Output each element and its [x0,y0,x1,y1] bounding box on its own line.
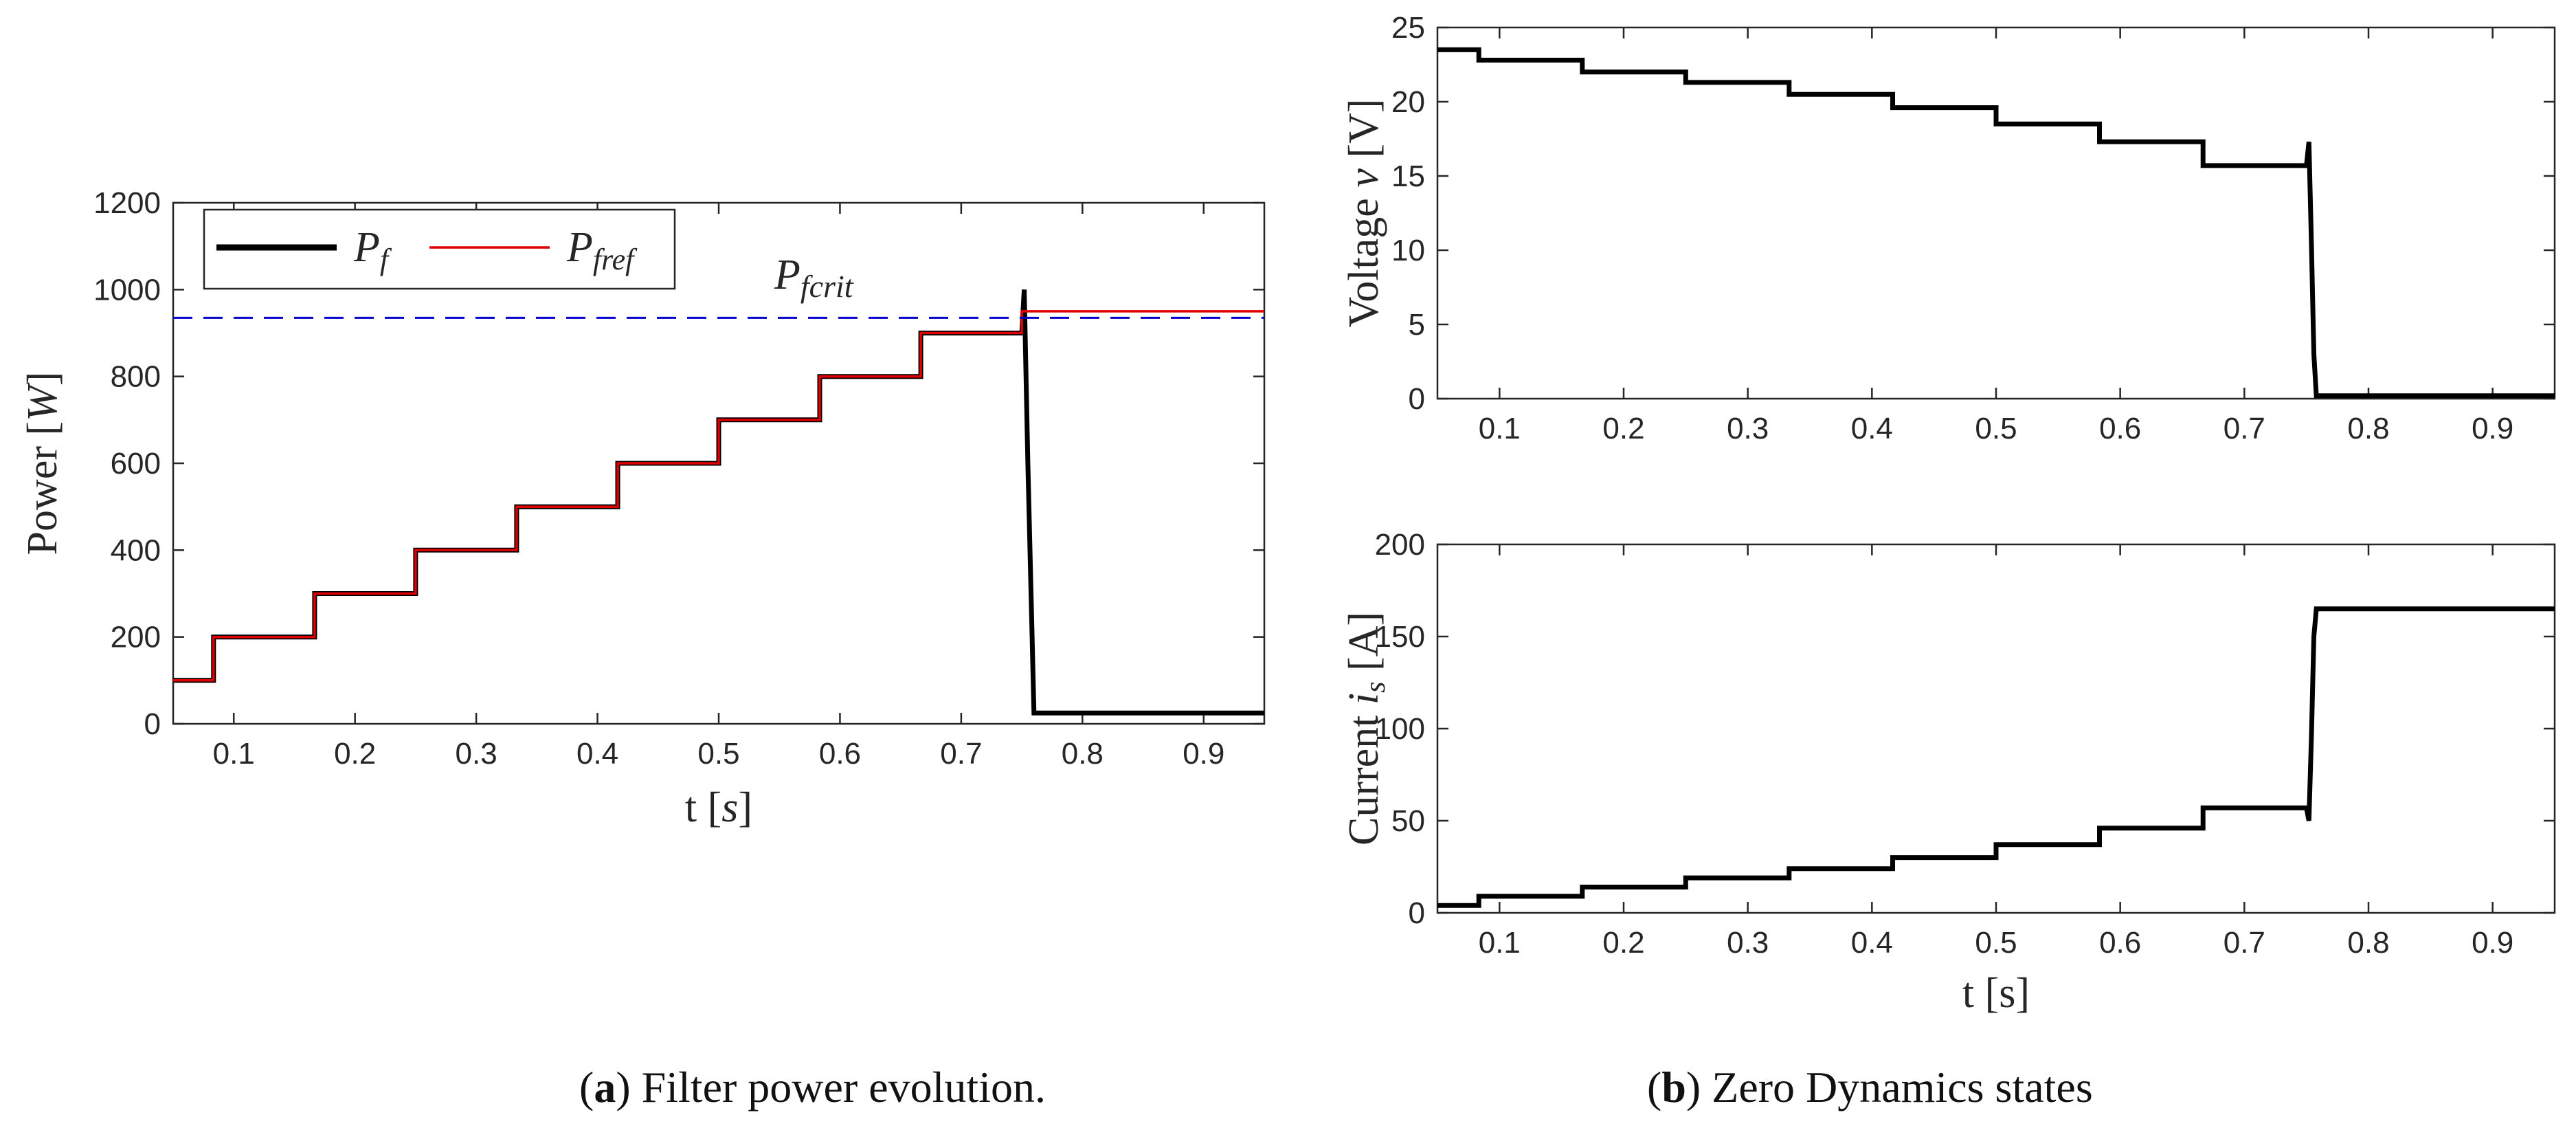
voltage-axes-frame [1436,26,2556,400]
voltage-ytick-label-3: 15 [1391,159,1425,193]
current-ytick-label-2: 100 [1375,712,1425,746]
power-ytick-label-6: 1200 [93,186,161,220]
current-ytick-label-4: 200 [1375,528,1425,562]
current-xtick-label-3: 0.4 [1851,926,1893,960]
power-xtick-label-8: 0.9 [1183,737,1224,771]
current-xtick-label-2: 0.3 [1727,926,1769,960]
legend-label-Pf: Pf [353,224,392,276]
current-xtick-label-0: 0.1 [1479,926,1521,960]
voltage-ytick-label-2: 10 [1391,234,1425,267]
current-ytick-label-3: 150 [1375,620,1425,654]
voltage-xtick-label-2: 0.3 [1727,412,1769,445]
power-xtick-label-1: 0.2 [334,737,376,771]
panel-power: 0.1 0.2 0.3 0.4 0.5 0.6 0.7 0.8 0.9 0 200 400 600 800… [19,186,1266,831]
voltage-series-v [1437,47,2555,399]
voltage-xtick-label-8: 0.9 [2472,412,2513,445]
power-ytick-label-3: 600 [111,447,161,480]
legend-label-Pfref: Pfref [566,224,638,276]
caption-a: (a) Filter power evolution. [579,1063,1046,1112]
power-legend: Pf Pfref [203,208,676,290]
power-annotation: Pfcrit [774,252,854,304]
power-ylabel: Power [W] [19,372,66,555]
current-xtick-label-4: 0.5 [1975,926,2017,960]
power-xtick-label-6: 0.7 [940,737,982,771]
current-xtick-label-6: 0.7 [2224,926,2265,960]
panel-voltage: 0.1 0.2 0.3 0.4 0.5 0.6 0.7 0.8 0.9 0 5 10 15 20 25 Vol… [1341,11,2556,445]
current-xtick-label-8: 0.9 [2472,926,2513,960]
voltage-ytick-label-4: 20 [1391,85,1425,119]
current-ytick-label-0: 0 [1409,896,1425,930]
voltage-xtick-label-1: 0.2 [1602,412,1644,445]
voltage-xtick-label-6: 0.7 [2224,412,2265,445]
caption-b-text: Zero Dynamics states [1701,1063,2093,1112]
power-xtick-label-0: 0.1 [213,737,255,771]
voltage-xtick-label-7: 0.8 [2347,412,2389,445]
current-series-is [1437,606,2555,908]
caption-a-text: Filter power evolution. [630,1063,1046,1112]
power-xtick-label-4: 0.5 [697,737,739,771]
power-xtick-label-2: 0.3 [456,737,497,771]
power-xlabel: t [s] [685,784,752,831]
current-xlabel: t [s] [1962,970,2030,1017]
power-ytick-label-0: 0 [144,707,161,741]
panel-current: 0.1 0.2 0.3 0.4 0.5 0.6 0.7 0.8 0.9 0 50 100 150 200 C… [1341,528,2556,1017]
voltage-ylabel: Voltage v [V] [1341,99,1387,328]
power-ytick-label-4: 800 [111,360,161,394]
power-ytick-label-5: 1000 [93,273,161,307]
power-xtick-label-5: 0.6 [819,737,861,771]
voltage-xtick-label-4: 0.5 [1975,412,2017,445]
current-xtick-label-1: 0.2 [1602,926,1644,960]
current-xtick-label-7: 0.8 [2347,926,2389,960]
current-ylabel: Current is [A] [1341,612,1391,845]
power-ytick-label-1: 200 [111,621,161,654]
caption-a-letter: a [594,1063,616,1112]
power-series-Pfref [173,310,1264,682]
voltage-ytick-label-5: 25 [1391,11,1425,45]
current-xtick-label-5: 0.6 [2099,926,2141,960]
power-xtick-label-7: 0.8 [1062,737,1104,771]
voltage-xtick-label-5: 0.6 [2099,412,2141,445]
voltage-xtick-label-0: 0.1 [1479,412,1521,445]
caption-b: (b) Zero Dynamics states [1647,1063,2093,1112]
voltage-xtick-label-3: 0.4 [1851,412,1893,445]
voltage-ytick-label-1: 5 [1409,308,1425,342]
caption-b-letter: b [1661,1063,1686,1112]
current-ytick-label-1: 50 [1391,804,1425,838]
voltage-ytick-label-0: 0 [1409,382,1425,416]
power-xtick-label-3: 0.4 [576,737,618,771]
power-ytick-label-2: 400 [111,533,161,567]
